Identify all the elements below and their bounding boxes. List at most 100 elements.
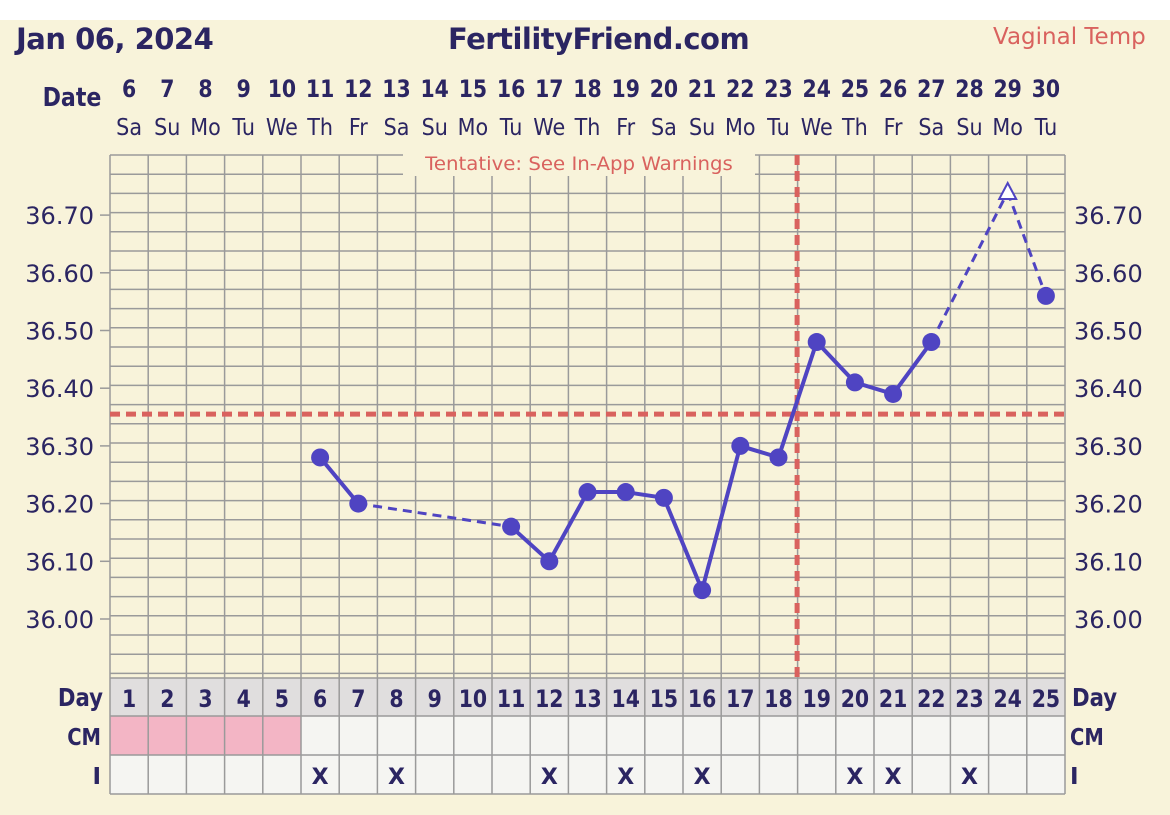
y-axis-label-right: 36.30 — [1074, 433, 1143, 461]
cycle-day-number: 21 — [879, 685, 907, 713]
weekday-label: Tu — [766, 115, 790, 141]
intercourse-mark: X — [885, 765, 902, 790]
cm-menstruation-cell — [224, 716, 263, 755]
temperature-line-segment — [547, 491, 590, 563]
temperature-line-dashed — [358, 502, 512, 529]
y-axis-label-left: 36.10 — [25, 548, 94, 576]
y-axis-label-left: 36.60 — [25, 260, 94, 288]
temperature-point — [922, 333, 941, 352]
cycle-day-number: 5 — [275, 685, 289, 713]
temperature-line-segment — [891, 340, 933, 396]
weekday-label: Su — [422, 115, 448, 141]
cycle-day-number: 14 — [612, 685, 640, 713]
cycle-day-number: 15 — [650, 685, 678, 713]
date-number: 25 — [841, 75, 869, 103]
y-axis-label-right: 36.00 — [1074, 606, 1143, 634]
weekday-label: Su — [154, 115, 180, 141]
intercourse-mark: X — [694, 765, 711, 790]
temperature-point — [845, 373, 864, 392]
grid-lines — [109, 154, 1066, 795]
temperature-point — [654, 488, 673, 507]
temperature-point — [807, 333, 826, 352]
y-axis-label-right: 36.50 — [1074, 318, 1143, 346]
cm-menstruation-cell — [110, 716, 149, 755]
temperature-line-dashed — [929, 191, 1010, 343]
cycle-day-number: 16 — [688, 685, 716, 713]
y-axis-label-left: 36.00 — [25, 606, 94, 634]
discarded-temperature-marker — [997, 180, 1018, 201]
cm-row-label-left: CM — [67, 725, 101, 752]
weekday-label: Sa — [918, 115, 944, 141]
intercourse-mark: X — [961, 765, 978, 790]
weekday-label: Mo — [992, 115, 1023, 141]
cm-menstruation-cell — [186, 716, 225, 755]
cycle-day-number: 2 — [160, 685, 174, 713]
date-number: 6 — [122, 75, 136, 103]
intercourse-mark: X — [617, 765, 634, 790]
cm-menstruation-cell — [148, 716, 187, 755]
date-number: 23 — [764, 75, 792, 103]
cycle-day-number: 7 — [351, 685, 365, 713]
weekday-label: Mo — [458, 115, 489, 141]
y-axis-label-right: 36.10 — [1074, 548, 1143, 576]
y-axis-label-right: 36.70 — [1074, 202, 1143, 230]
weekday-label: We — [533, 115, 565, 141]
y-axis-label-left: 36.20 — [25, 491, 94, 519]
temperature-point — [578, 483, 597, 502]
cycle-day-number: 11 — [497, 685, 525, 713]
weekday-label: Su — [689, 115, 715, 141]
day-row-label-right: Day — [1072, 683, 1117, 712]
date-number: 30 — [1032, 75, 1060, 103]
y-axis-label-left: 36.50 — [25, 318, 94, 346]
date-number: 15 — [459, 75, 487, 103]
temperature-line-segment — [318, 456, 360, 505]
temperature-line-segment — [700, 445, 743, 591]
temperature-point — [884, 384, 903, 403]
weekday-label: We — [801, 115, 833, 141]
temperature-point — [731, 436, 750, 455]
weekday-label: Fr — [884, 115, 903, 141]
temperature-line-segment — [815, 340, 857, 384]
cycle-day-number: 23 — [955, 685, 983, 713]
temperature-point — [540, 552, 559, 571]
weekday-label: Mo — [190, 115, 221, 141]
cycle-day-number: 17 — [726, 685, 754, 713]
cycle-day-number: 10 — [459, 685, 487, 713]
temperature-line-dashed — [1006, 191, 1048, 297]
date-number: 8 — [198, 75, 212, 103]
y-axis-label-left: 36.70 — [25, 202, 94, 230]
date-number: 14 — [421, 75, 449, 103]
y-axis-label-right: 36.20 — [1074, 491, 1143, 519]
weekday-label: Mo — [725, 115, 756, 141]
weekday-label: Th — [306, 115, 333, 141]
weekday-label: Fr — [349, 115, 368, 141]
temperature-point — [502, 517, 521, 536]
date-number: 27 — [917, 75, 945, 103]
weekday-label: Th — [841, 115, 868, 141]
temperature-point — [693, 581, 712, 600]
date-number: 7 — [160, 75, 174, 103]
date-row-label: Date — [43, 82, 102, 112]
y-axis-label-left: 36.40 — [25, 375, 94, 403]
temperature-type: Vaginal Temp — [993, 24, 1146, 50]
day-row-label-left: Day — [58, 683, 103, 712]
date-number: 28 — [955, 75, 983, 103]
intercourse-mark: X — [541, 765, 558, 790]
weekday-label: Tu — [231, 115, 255, 141]
date-number: 22 — [726, 75, 754, 103]
cycle-day-number: 1 — [122, 685, 136, 713]
weekday-label: Su — [956, 115, 982, 141]
date-number: 26 — [879, 75, 907, 103]
intercourse-mark: X — [388, 765, 405, 790]
temperature-point — [349, 494, 368, 513]
cycle-day-number: 4 — [237, 685, 251, 713]
date-number: 20 — [650, 75, 678, 103]
cm-menstruation-cell — [262, 716, 301, 755]
date-number: 10 — [268, 75, 296, 103]
temperature-point — [769, 448, 788, 467]
cycle-day-number: 18 — [764, 685, 792, 713]
cycle-day-number: 24 — [994, 685, 1022, 713]
date-number: 24 — [803, 75, 831, 103]
cycle-day-number: 9 — [428, 685, 442, 713]
